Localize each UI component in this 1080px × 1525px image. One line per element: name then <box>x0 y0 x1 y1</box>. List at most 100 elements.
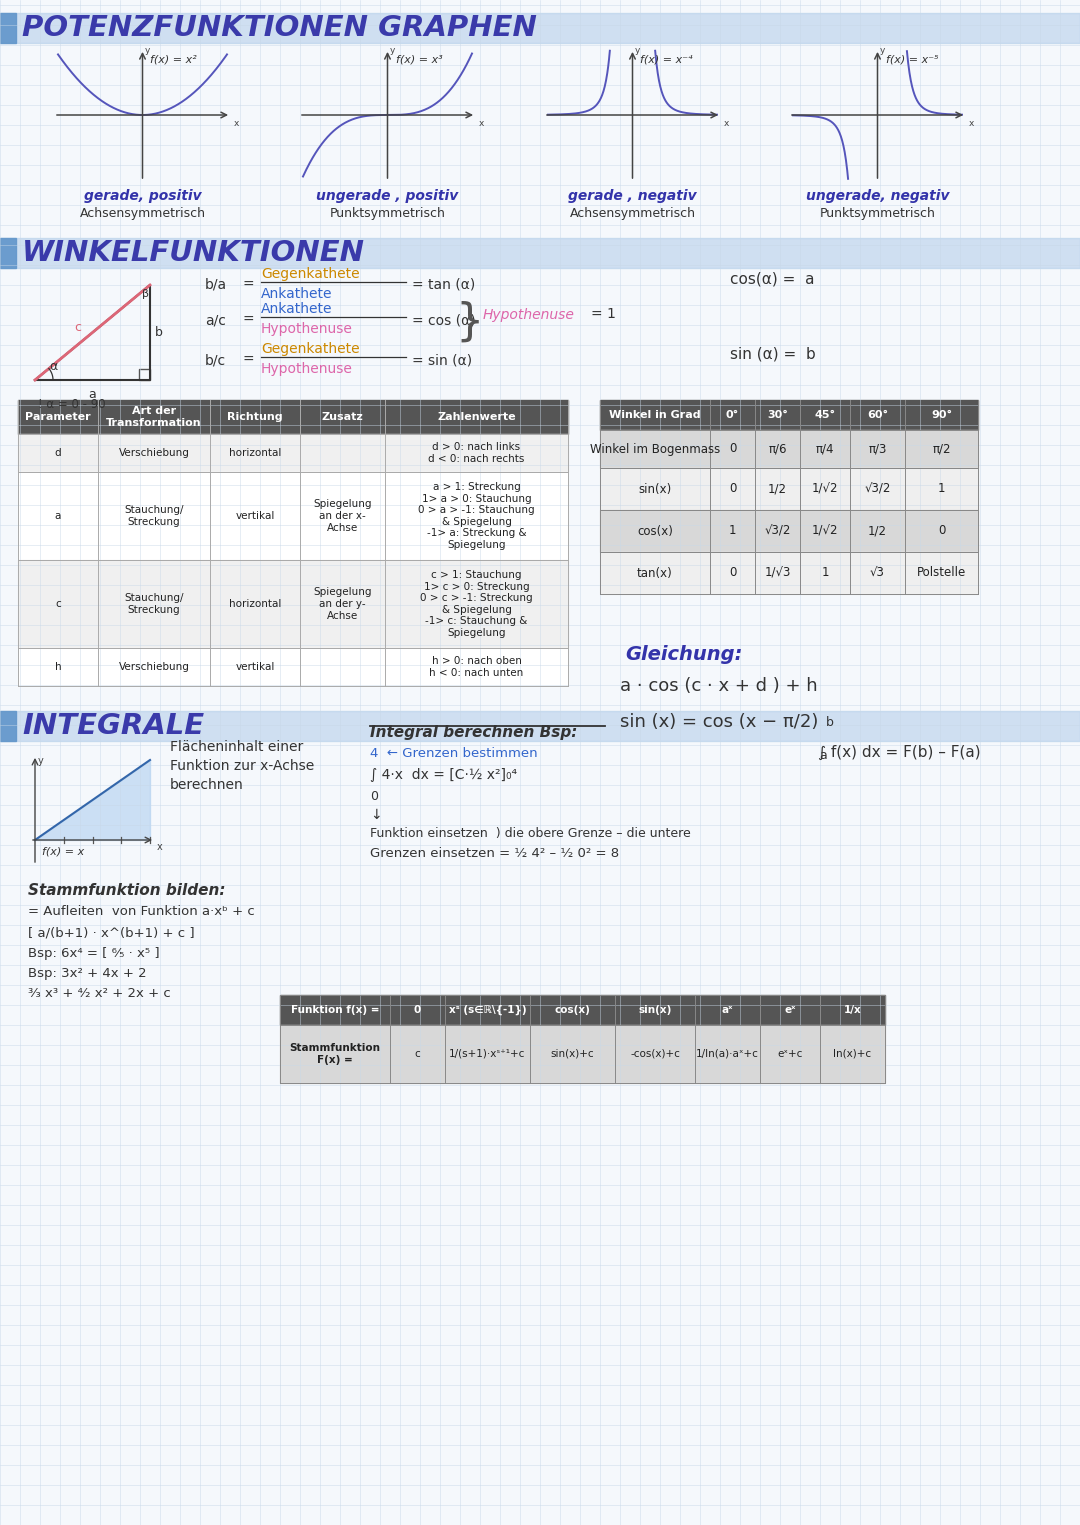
Text: WINKELFUNKTIONEN: WINKELFUNKTIONEN <box>22 239 365 267</box>
Text: 30°: 30° <box>767 410 788 419</box>
Text: Parameter: Parameter <box>25 412 91 422</box>
Text: Bsp: 6x⁴ = [ ⁶⁄₅ · x⁵ ]: Bsp: 6x⁴ = [ ⁶⁄₅ · x⁵ ] <box>28 947 160 961</box>
Text: d > 0: nach links
d < 0: nach rechts: d > 0: nach links d < 0: nach rechts <box>429 442 525 464</box>
Text: c > 1: Stauchung
1> c > 0: Streckung
0 > c > -1: Streckung
& Spiegelung
-1> c: S: c > 1: Stauchung 1> c > 0: Streckung 0 >… <box>420 570 532 637</box>
Text: -cos(x)+c: -cos(x)+c <box>630 1049 680 1058</box>
Bar <box>18 435 568 473</box>
Text: b: b <box>156 326 163 339</box>
Text: ungerade, negativ: ungerade, negativ <box>806 189 949 203</box>
Text: 90°: 90° <box>931 410 953 419</box>
Text: =: = <box>243 352 255 368</box>
Text: f(x) = x: f(x) = x <box>42 846 84 857</box>
Text: ! α = 0 - 90: ! α = 0 - 90 <box>38 398 106 412</box>
Text: 1: 1 <box>729 525 737 537</box>
Text: ungerade , positiv: ungerade , positiv <box>316 189 459 203</box>
Text: √3: √3 <box>870 566 885 580</box>
Text: h > 0: nach oben
h < 0: nach unten: h > 0: nach oben h < 0: nach unten <box>430 656 524 677</box>
Text: Ankathete: Ankathete <box>261 287 333 300</box>
Text: 0: 0 <box>729 482 737 496</box>
Text: Hypothenuse: Hypothenuse <box>483 308 575 322</box>
Bar <box>18 473 568 560</box>
Text: INTEGRALE: INTEGRALE <box>22 712 204 740</box>
Text: Grenzen einsetzen = ½ 4² – ½ 0² = 8: Grenzen einsetzen = ½ 4² – ½ 0² = 8 <box>370 846 619 860</box>
Text: β: β <box>141 290 149 299</box>
Bar <box>139 369 150 380</box>
Text: Gleichung:: Gleichung: <box>625 645 742 663</box>
Text: sin (α) =  b: sin (α) = b <box>730 346 815 361</box>
Text: Punktsymmetrisch: Punktsymmetrisch <box>329 207 445 220</box>
Text: x: x <box>724 119 729 128</box>
Text: d: d <box>55 448 62 458</box>
Bar <box>0 711 16 741</box>
Text: gerade , negativ: gerade , negativ <box>568 189 697 203</box>
Text: b/c: b/c <box>205 352 226 368</box>
Text: x: x <box>157 842 163 852</box>
Bar <box>0 14 16 43</box>
Bar <box>600 468 978 509</box>
Text: Gegenkathete: Gegenkathete <box>261 342 360 355</box>
Text: = cos (α): = cos (α) <box>411 313 475 326</box>
Text: Spiegelung
an der x-
Achse: Spiegelung an der x- Achse <box>313 499 372 532</box>
Text: horizontal: horizontal <box>229 599 281 608</box>
Bar <box>0 14 1080 43</box>
Text: vertikal: vertikal <box>235 511 274 522</box>
Text: sin(x): sin(x) <box>638 1005 672 1016</box>
Text: y: y <box>38 756 44 766</box>
Text: Funktion f(x) =: Funktion f(x) = <box>291 1005 379 1016</box>
Bar <box>600 552 978 595</box>
Text: 0: 0 <box>729 442 737 456</box>
Bar <box>18 400 568 435</box>
Text: Zahlenwerte: Zahlenwerte <box>437 412 516 422</box>
Bar <box>600 509 978 552</box>
Text: 0: 0 <box>729 566 737 580</box>
Text: ↓: ↓ <box>370 808 381 822</box>
Text: Hypothenuse: Hypothenuse <box>261 322 353 336</box>
Text: 1/√2: 1/√2 <box>812 525 838 537</box>
Text: Polstelle: Polstelle <box>917 566 967 580</box>
Text: Achsensymmetrisch: Achsensymmetrisch <box>569 207 696 220</box>
Text: f(x) = x⁻⁵: f(x) = x⁻⁵ <box>886 55 939 66</box>
Text: π/2: π/2 <box>932 442 950 456</box>
Text: 0: 0 <box>414 1005 421 1016</box>
Text: a: a <box>819 749 827 762</box>
Text: Winkel im Bogenmass: Winkel im Bogenmass <box>590 442 720 456</box>
Text: c: c <box>55 599 60 608</box>
Text: a > 1: Streckung
1> a > 0: Stauchung
0 > a > -1: Stauchung
& Spiegelung
-1> a: S: a > 1: Streckung 1> a > 0: Stauchung 0 >… <box>418 482 535 551</box>
Text: 60°: 60° <box>867 410 888 419</box>
Text: Funktion zur x-Achse: Funktion zur x-Achse <box>170 759 314 773</box>
Text: Flächeninhalt einer: Flächeninhalt einer <box>170 740 303 753</box>
Text: eˣ+c: eˣ+c <box>778 1049 802 1058</box>
Text: f(x) = x⁻⁴: f(x) = x⁻⁴ <box>640 55 693 66</box>
Text: sin(x)+c: sin(x)+c <box>551 1049 594 1058</box>
Text: y: y <box>390 46 395 55</box>
Text: 1/2: 1/2 <box>768 482 787 496</box>
Bar <box>18 560 568 648</box>
Text: 1/(s+1)·xˢ⁺¹+c: 1/(s+1)·xˢ⁺¹+c <box>449 1049 526 1058</box>
Text: 0: 0 <box>937 525 945 537</box>
Text: sin (x) = cos (x − π/2): sin (x) = cos (x − π/2) <box>620 714 819 730</box>
Text: y: y <box>879 46 885 55</box>
Text: sin(x): sin(x) <box>638 482 672 496</box>
Text: π/6: π/6 <box>768 442 786 456</box>
Bar <box>0 711 1080 741</box>
Text: Funktion einsetzen  ) die obere Grenze – die untere: Funktion einsetzen ) die obere Grenze – … <box>370 827 691 840</box>
Text: x: x <box>234 119 240 128</box>
Text: Richtung: Richtung <box>227 412 283 422</box>
Text: Ankathete: Ankathete <box>261 302 333 316</box>
Text: ∫ 4·x  dx = [C·½ x²]₀⁴: ∫ 4·x dx = [C·½ x²]₀⁴ <box>370 769 517 782</box>
Text: 1/√2: 1/√2 <box>812 482 838 496</box>
Text: 1/2: 1/2 <box>868 525 887 537</box>
Bar <box>600 400 978 430</box>
Text: x: x <box>480 119 484 128</box>
Bar <box>280 994 885 1025</box>
Text: Verschiebung: Verschiebung <box>119 662 189 673</box>
Text: y: y <box>635 46 639 55</box>
Text: horizontal: horizontal <box>229 448 281 458</box>
Text: π/4: π/4 <box>815 442 834 456</box>
Text: ∫ f(x) dx = F(b) – F(a): ∫ f(x) dx = F(b) – F(a) <box>818 746 981 759</box>
Text: =: = <box>243 278 255 291</box>
Text: a: a <box>89 387 96 401</box>
Text: Art der
Transformation: Art der Transformation <box>106 406 202 429</box>
Text: b/a: b/a <box>205 278 227 291</box>
Text: cos(x): cos(x) <box>637 525 673 537</box>
